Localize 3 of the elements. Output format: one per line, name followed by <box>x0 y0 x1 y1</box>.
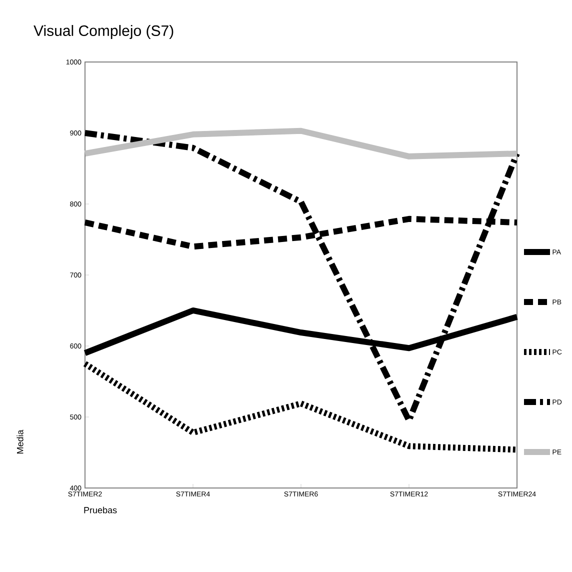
y-axis-title: Media <box>16 430 24 454</box>
x-axis-title: Pruebas <box>84 506 117 514</box>
chart-title: Visual Complejo (S7) <box>34 25 174 39</box>
